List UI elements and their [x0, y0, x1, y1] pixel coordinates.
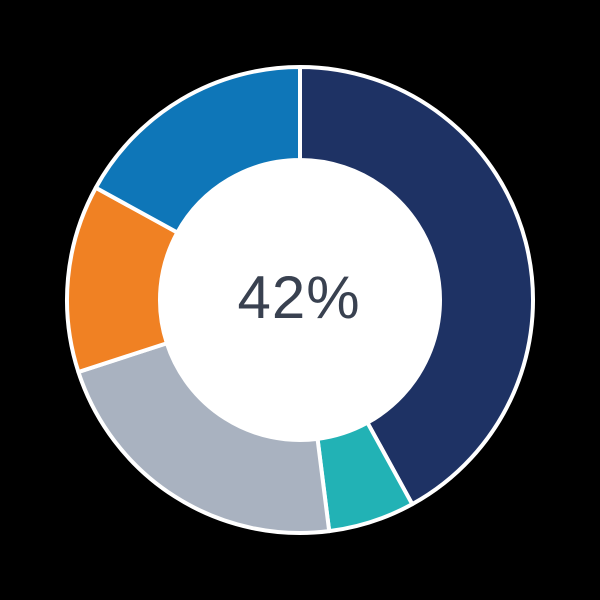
donut-center-label: 42% [237, 264, 360, 331]
donut-segments [65, 65, 535, 535]
donut-segment-gray [76, 341, 332, 535]
donut-hole [158, 158, 442, 442]
donut-segment-light-blue [93, 65, 302, 235]
donut-segment-navy [298, 65, 535, 507]
